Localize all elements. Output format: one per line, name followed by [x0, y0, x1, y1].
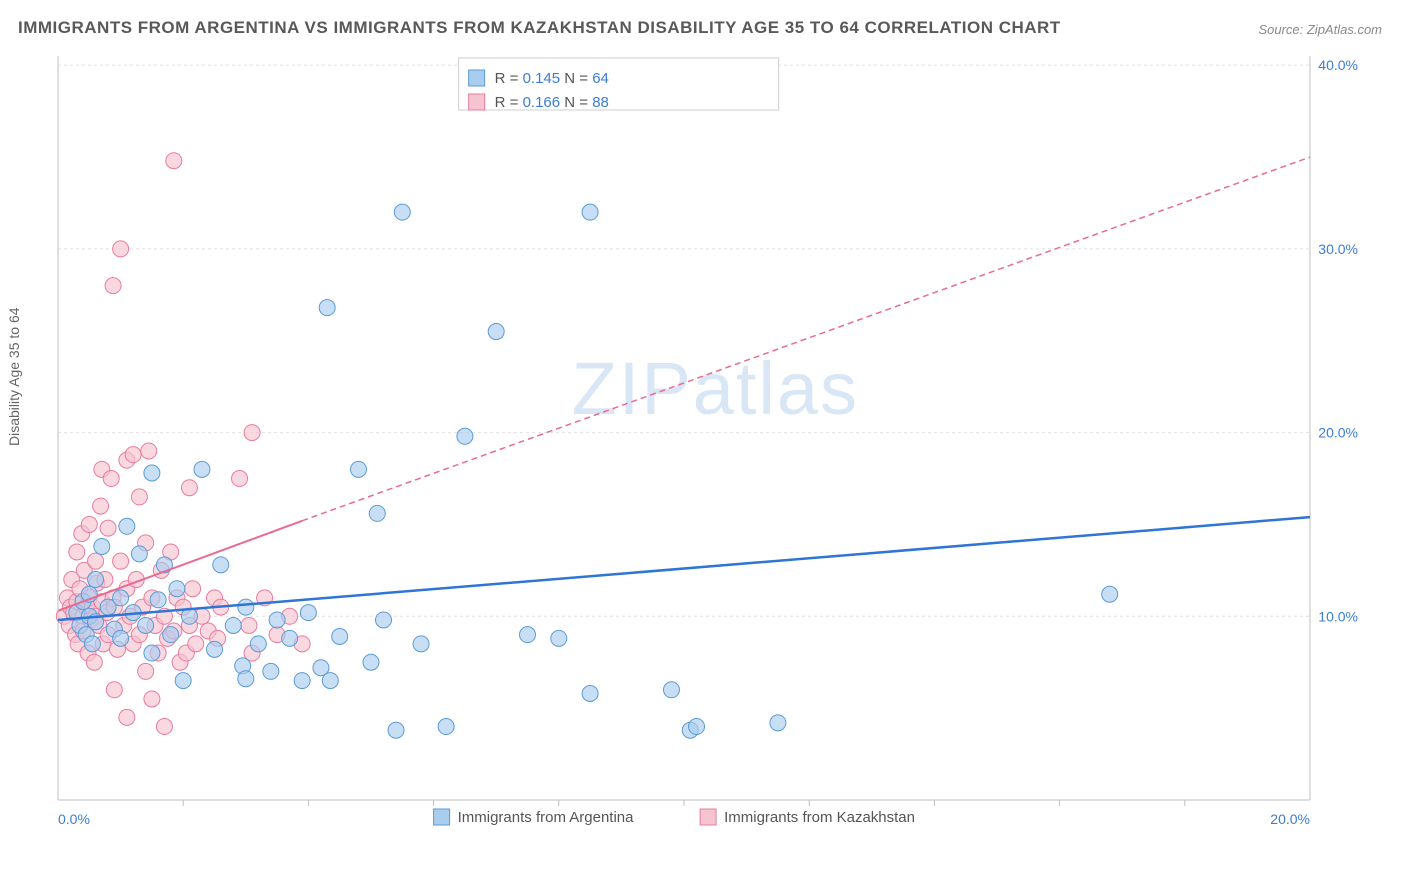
data-point: [376, 612, 392, 628]
data-point: [322, 673, 338, 689]
data-point: [125, 447, 141, 463]
data-point: [131, 489, 147, 505]
chart-container: IMMIGRANTS FROM ARGENTINA VS IMMIGRANTS …: [0, 0, 1406, 892]
data-point: [388, 722, 404, 738]
data-point: [238, 671, 254, 687]
chart-title: IMMIGRANTS FROM ARGENTINA VS IMMIGRANTS …: [18, 18, 1061, 38]
source-attribution: Source: ZipAtlas.com: [1258, 22, 1382, 37]
data-point: [663, 682, 679, 698]
data-point: [770, 715, 786, 731]
data-point: [69, 544, 85, 560]
y-tick-label: 10.0%: [1318, 608, 1358, 624]
legend-swatch: [469, 70, 485, 86]
data-point: [81, 516, 97, 532]
data-point: [103, 471, 119, 487]
y-tick-label: 40.0%: [1318, 57, 1358, 73]
data-point: [181, 480, 197, 496]
data-point: [689, 719, 705, 735]
data-point: [232, 471, 248, 487]
data-point: [119, 709, 135, 725]
legend-stat: R = 0.145 N = 64: [495, 70, 609, 87]
trendline-argentina: [58, 517, 1310, 620]
data-point: [141, 443, 157, 459]
data-point: [238, 599, 254, 615]
data-point: [88, 572, 104, 588]
data-point: [319, 300, 335, 316]
data-point: [86, 654, 102, 670]
data-point: [263, 663, 279, 679]
data-point: [113, 630, 129, 646]
data-point: [94, 538, 110, 554]
data-point: [369, 505, 385, 521]
data-point: [144, 691, 160, 707]
data-point: [582, 204, 598, 220]
watermark: ZIPatlas: [572, 347, 859, 430]
data-point: [488, 324, 504, 340]
data-point: [457, 428, 473, 444]
data-point: [169, 581, 185, 597]
data-point: [93, 498, 109, 514]
x-tick-label: 0.0%: [58, 811, 90, 827]
data-point: [166, 153, 182, 169]
data-point: [438, 719, 454, 735]
data-point: [150, 592, 166, 608]
data-point: [156, 719, 172, 735]
data-point: [84, 636, 100, 652]
data-point: [332, 629, 348, 645]
data-point: [269, 612, 285, 628]
y-axis-label: Disability Age 35 to 64: [6, 307, 22, 446]
data-point: [88, 553, 104, 569]
data-point: [294, 673, 310, 689]
data-point: [582, 685, 598, 701]
legend-swatch: [700, 809, 716, 825]
data-point: [188, 636, 204, 652]
data-point: [1102, 586, 1118, 602]
data-point: [282, 630, 298, 646]
data-point: [105, 278, 121, 294]
data-point: [244, 425, 260, 441]
data-point: [194, 461, 210, 477]
legend-label: Immigrants from Kazakhstan: [724, 809, 915, 826]
data-point: [113, 590, 129, 606]
legend-swatch: [469, 94, 485, 110]
data-point: [250, 636, 266, 652]
data-point: [100, 520, 116, 536]
data-point: [207, 641, 223, 657]
data-point: [185, 581, 201, 597]
data-point: [394, 204, 410, 220]
data-point: [138, 663, 154, 679]
data-point: [363, 654, 379, 670]
data-point: [213, 557, 229, 573]
data-point: [144, 645, 160, 661]
data-point: [241, 617, 257, 633]
data-point: [225, 617, 241, 633]
scatter-plot: ZIPatlas 10.0% 20.0% 30.0% 40.0% 0.0% 20.0% R =…: [50, 50, 1390, 840]
data-point: [350, 461, 366, 477]
data-point: [413, 636, 429, 652]
data-point: [175, 673, 191, 689]
data-point: [163, 627, 179, 643]
data-point: [113, 553, 129, 569]
y-tick-label: 30.0%: [1318, 241, 1358, 257]
legend-label: Immigrants from Argentina: [458, 809, 635, 826]
x-tick-label: 20.0%: [1270, 811, 1310, 827]
data-point: [106, 682, 122, 698]
data-point: [551, 630, 567, 646]
data-point: [131, 546, 147, 562]
data-point: [119, 518, 135, 534]
legend-swatch: [434, 809, 450, 825]
y-tick-label: 20.0%: [1318, 425, 1358, 441]
data-point: [520, 627, 536, 643]
trendline-kazakhstan-dashed: [302, 157, 1310, 521]
data-point: [113, 241, 129, 257]
data-point: [300, 605, 316, 621]
legend-stat: R = 0.166 N = 88: [495, 94, 609, 111]
data-point: [138, 617, 154, 633]
data-point: [144, 465, 160, 481]
